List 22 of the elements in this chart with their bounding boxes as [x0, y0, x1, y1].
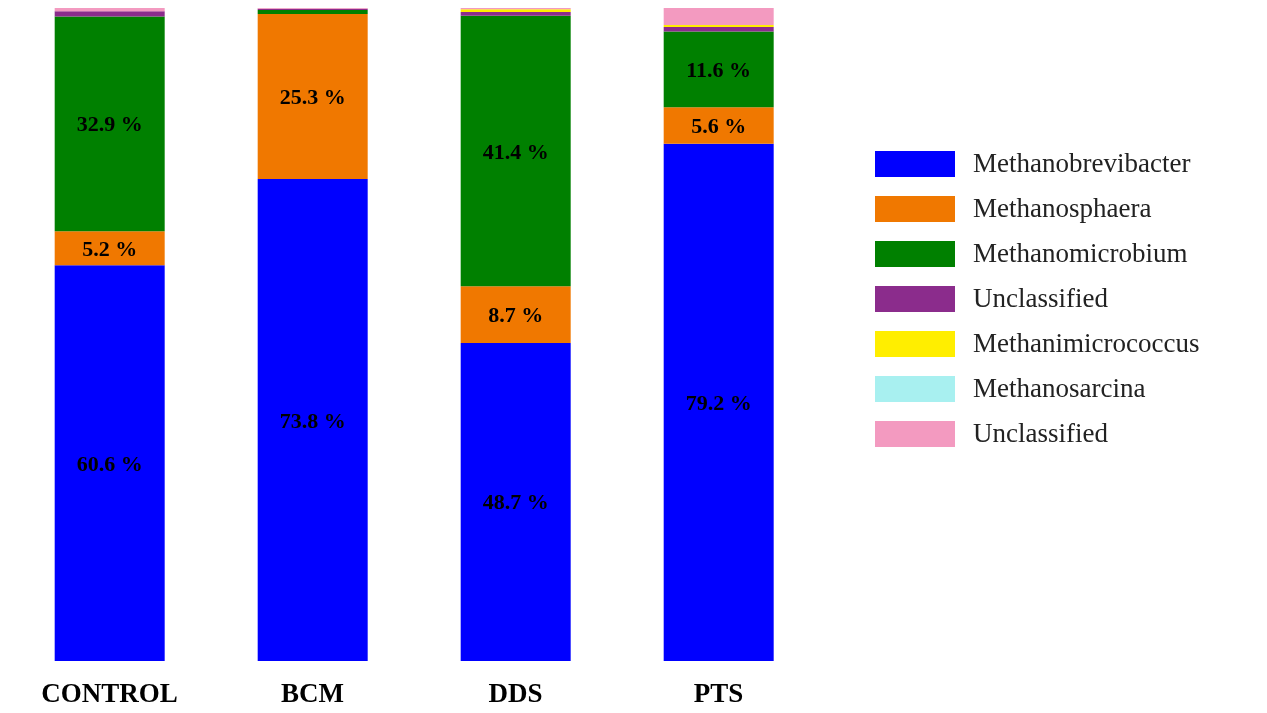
- legend-label: Methanomicrobium: [973, 238, 1188, 269]
- x-tick-label: BCM: [281, 678, 344, 709]
- legend-label: Unclassified: [973, 418, 1108, 449]
- data-label: 5.6 %: [691, 113, 747, 139]
- legend-label: Methanosphaera: [973, 193, 1152, 224]
- x-tick-label: PTS: [693, 678, 744, 709]
- data-label: 11.6 %: [686, 56, 752, 82]
- legend-label: Methanobrevibacter: [973, 148, 1191, 179]
- data-label: 32.9 %: [76, 111, 143, 137]
- x-tick-label: CONTROL: [41, 678, 178, 709]
- data-label: 60.6 %: [76, 450, 143, 476]
- data-label: 73.8 %: [279, 407, 346, 433]
- data-label: 79.2 %: [685, 389, 752, 415]
- data-label: 41.4 %: [482, 138, 549, 164]
- data-label: 8.7 %: [488, 302, 544, 328]
- legend-label: Methanosarcina: [973, 373, 1146, 404]
- data-label: 48.7 %: [482, 489, 549, 515]
- data-label: 25.3 %: [279, 83, 346, 109]
- data-label: 5.2 %: [82, 235, 138, 261]
- legend-label: Unclassified: [973, 283, 1108, 314]
- legend-label: Methanimicrococcus: [973, 328, 1200, 359]
- x-tick-label: DDS: [488, 678, 543, 709]
